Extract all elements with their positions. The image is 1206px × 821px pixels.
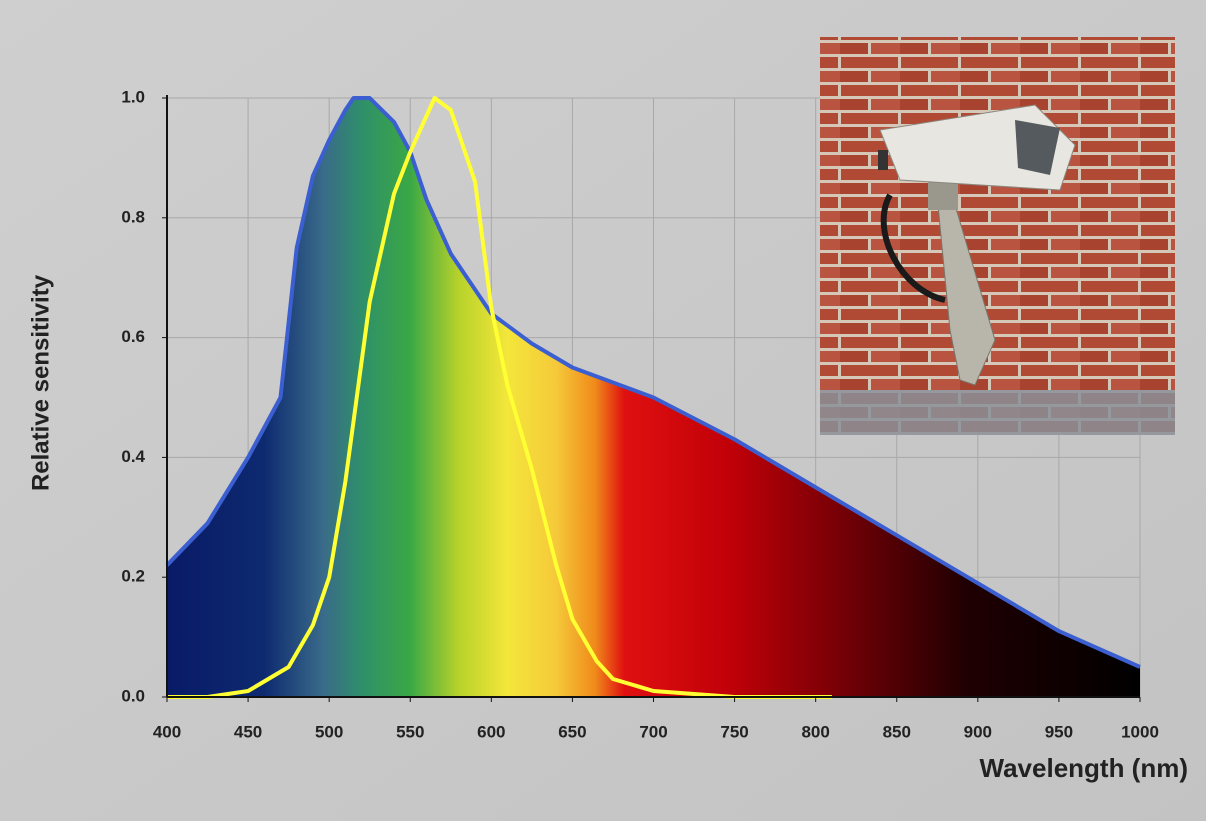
- x-tick-label: 750: [720, 722, 748, 741]
- plot: [165, 96, 1141, 699]
- x-tick-label: 950: [1045, 722, 1073, 741]
- x-tick-label: 700: [639, 722, 667, 741]
- y-tick-label: 0.4: [121, 447, 145, 466]
- x-tick-label: 800: [801, 722, 829, 741]
- camera-photo: [820, 37, 1175, 435]
- y-tick-label: 0.0: [121, 686, 145, 705]
- y-tick-label: 0.6: [121, 327, 145, 346]
- y-axis-label: Relative sensitivity: [27, 274, 54, 491]
- x-tick-label: 650: [558, 722, 586, 741]
- y-tick-label: 1.0: [121, 87, 145, 106]
- x-tick-label: 1000: [1121, 722, 1159, 741]
- y-tick-label: 0.2: [121, 567, 145, 586]
- x-tick-label: 500: [315, 722, 343, 741]
- x-tick-label: 850: [883, 722, 911, 741]
- x-axis-label: Wavelength (nm): [980, 753, 1188, 783]
- x-tick-label: 900: [964, 722, 992, 741]
- y-tick-label: 0.8: [121, 207, 145, 226]
- x-tick-label: 550: [396, 722, 424, 741]
- line: [167, 96, 832, 699]
- x-tick-label: 400: [153, 722, 181, 741]
- x-tick-label: 450: [234, 722, 262, 741]
- labels: 400 450 500 550 600 650 700 750 800 850 900 950 1000…: [121, 87, 1159, 741]
- x-tick-label: 600: [477, 722, 505, 741]
- line: [165, 96, 1141, 669]
